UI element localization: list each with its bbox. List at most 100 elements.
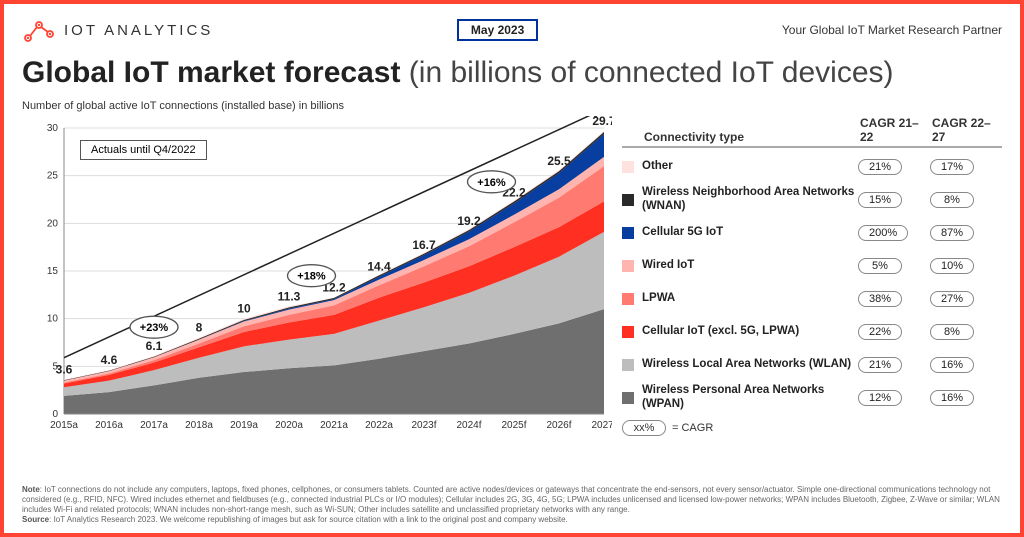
svg-text:0: 0 (52, 409, 58, 420)
svg-text:29.7: 29.7 (592, 116, 612, 128)
title-main: Global IoT market forecast (22, 56, 400, 89)
cagr-21-22: 21% (858, 357, 902, 373)
svg-text:+18%: +18% (297, 271, 326, 283)
svg-text:15: 15 (47, 266, 59, 277)
svg-text:2018a: 2018a (185, 420, 213, 431)
svg-text:19.2: 19.2 (457, 214, 481, 228)
svg-text:2017a: 2017a (140, 420, 168, 431)
legend-label: Cellular IoT (excl. 5G, LPWA) (642, 325, 858, 338)
legend-swatch (622, 359, 634, 371)
legend-swatch (622, 326, 634, 338)
col-cagr2: CAGR 22–27 (930, 116, 1002, 148)
cagr-21-22: 12% (858, 390, 902, 406)
legend-row: Cellular 5G IoT200% 87% (622, 216, 1002, 249)
legend-label: Wired IoT (642, 259, 858, 272)
content-row: 0510152025302015a2016a2017a2018a2019a202… (22, 116, 1002, 441)
growth-pill: +18% (288, 265, 336, 287)
source-label: Source (22, 515, 49, 524)
cagr-pill-sample: xx% (622, 420, 666, 436)
svg-text:+16%: +16% (477, 177, 506, 189)
svg-text:2021a: 2021a (320, 420, 348, 431)
legend-swatch (622, 392, 634, 404)
svg-text:10: 10 (47, 314, 59, 325)
stacked-area-chart: 0510152025302015a2016a2017a2018a2019a202… (22, 116, 612, 441)
cagr-21-22: 200% (858, 225, 908, 241)
date-pill: May 2023 (457, 19, 538, 41)
cagr-22-27: 10% (930, 258, 974, 274)
tagline: Your Global IoT Market Research Partner (782, 23, 1002, 37)
cagr-21-22: 38% (858, 291, 902, 307)
svg-text:25: 25 (47, 171, 59, 182)
infographic-frame: IOT ANALYTICS May 2023 Your Global IoT M… (0, 0, 1024, 537)
svg-text:2023f: 2023f (411, 420, 436, 431)
cagr-21-22: 5% (858, 258, 902, 274)
svg-text:8: 8 (196, 321, 203, 335)
svg-text:6.1: 6.1 (146, 339, 163, 353)
svg-text:4.6: 4.6 (101, 353, 118, 367)
cagr-note: xx% = CAGR (622, 420, 1002, 436)
title-suffix: (in billions of connected IoT devices) (409, 56, 894, 89)
col-cagr1: CAGR 21–22 (858, 116, 930, 148)
legend-label: LPWA (642, 292, 858, 305)
legend-swatch (622, 161, 634, 173)
brand-name: IOT ANALYTICS (64, 22, 213, 39)
cagr-22-27: 87% (930, 225, 974, 241)
legend-row: Cellular IoT (excl. 5G, LPWA)22% 8% (622, 315, 1002, 348)
svg-text:25.5: 25.5 (547, 154, 571, 168)
note-text: IoT connections do not include any compu… (22, 485, 1000, 514)
cagr-22-27: 16% (930, 390, 974, 406)
svg-text:2020a: 2020a (275, 420, 303, 431)
cagr-21-22: 15% (858, 192, 902, 208)
actuals-label: Actuals until Q4/2022 (80, 140, 207, 160)
legend-row: Other21% 17% (622, 150, 1002, 183)
svg-text:2015a: 2015a (50, 420, 78, 431)
cagr-22-27: 17% (930, 159, 974, 175)
cagr-22-27: 8% (930, 324, 974, 340)
legend-label: Wireless Neighborhood Area Networks (WNA… (642, 186, 858, 212)
cagr-22-27: 16% (930, 357, 974, 373)
svg-text:11.3: 11.3 (278, 289, 301, 303)
legend-row: Wired IoT5% 10% (622, 249, 1002, 282)
svg-text:2019a: 2019a (230, 420, 258, 431)
legend-label: Cellular 5G IoT (642, 226, 858, 239)
svg-text:16.7: 16.7 (412, 238, 436, 252)
svg-text:20: 20 (47, 218, 59, 229)
footer: Note: IoT connections do not include any… (22, 485, 1002, 525)
svg-text:10: 10 (237, 302, 251, 316)
note-label: Note (22, 485, 40, 494)
growth-pill: +23% (130, 316, 178, 338)
svg-text:2025f: 2025f (501, 420, 526, 431)
chart-subtitle: Number of global active IoT connections … (22, 100, 1002, 112)
legend-swatch (622, 227, 634, 239)
cagr-21-22: 22% (858, 324, 902, 340)
cagr-22-27: 8% (930, 192, 974, 208)
legend-row: Wireless Neighborhood Area Networks (WNA… (622, 183, 1002, 216)
legend-header: Connectivity type CAGR 21–22 CAGR 22–27 (622, 116, 1002, 150)
cagr-22-27: 27% (930, 291, 974, 307)
svg-text:14.4: 14.4 (367, 260, 391, 274)
legend-swatch (622, 194, 634, 206)
cagr-note-text: = CAGR (672, 422, 713, 434)
svg-text:30: 30 (47, 123, 59, 134)
legend-swatch (622, 260, 634, 272)
legend-row: LPWA38% 27% (622, 282, 1002, 315)
legend-label: Wireless Local Area Networks (WLAN) (642, 358, 858, 371)
legend-row: Wireless Local Area Networks (WLAN)21% 16… (622, 348, 1002, 381)
header: IOT ANALYTICS May 2023 Your Global IoT M… (22, 14, 1002, 46)
svg-text:+23%: +23% (140, 322, 169, 334)
svg-text:2022a: 2022a (365, 420, 393, 431)
brand: IOT ANALYTICS (22, 16, 213, 44)
page-title: Global IoT market forecast (in billions … (22, 56, 1002, 90)
legend-row: Wireless Personal Area Networks (WPAN)12… (622, 381, 1002, 414)
svg-text:2024f: 2024f (456, 420, 481, 431)
cagr-21-22: 21% (858, 159, 902, 175)
legend-label: Other (642, 160, 858, 173)
source-text: IoT Analytics Research 2023. We welcome … (54, 515, 568, 524)
logo-icon (22, 16, 56, 44)
col-type: Connectivity type (642, 130, 858, 148)
legend-table: Connectivity type CAGR 21–22 CAGR 22–27 … (622, 116, 1002, 441)
legend-swatch (622, 293, 634, 305)
growth-pill: +16% (468, 171, 516, 193)
svg-text:2027f: 2027f (591, 420, 612, 431)
legend-label: Wireless Personal Area Networks (WPAN) (642, 384, 858, 410)
